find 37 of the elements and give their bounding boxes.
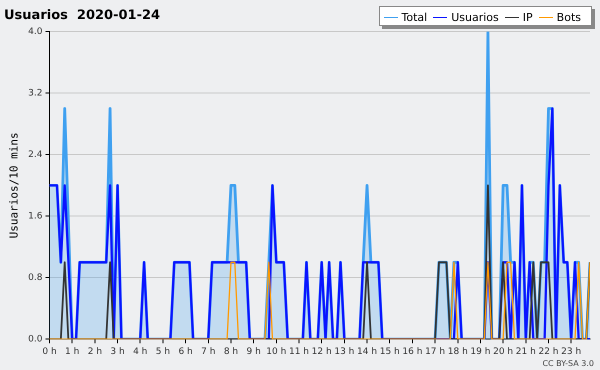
x-tick-label: 15 h xyxy=(380,346,400,357)
y-tick-label: 1.6 xyxy=(28,212,43,222)
x-tick-label: 23 h xyxy=(561,346,582,357)
x-tick-label: 8 h xyxy=(224,346,238,357)
y-tick-label: 4.0 xyxy=(28,26,43,37)
y-tick-label: 3.2 xyxy=(28,88,43,98)
y-tick-label: 0.0 xyxy=(28,334,43,345)
x-tick-label: 4 h xyxy=(133,346,148,357)
x-tick-label: 0 h xyxy=(42,346,57,357)
x-tick-label: 5 h xyxy=(156,346,170,357)
x-tick-label: 3 h xyxy=(110,346,125,357)
x-tick-label: 22 h xyxy=(538,346,559,357)
x-tick-label: 9 h xyxy=(246,346,261,357)
x-tick-label: 16 h xyxy=(402,346,422,357)
x-tick-label: 2 h xyxy=(88,346,102,357)
legend-label: Bots xyxy=(556,11,581,24)
legend-label: IP xyxy=(522,11,533,24)
y-tick-label: 2.4 xyxy=(28,150,43,160)
x-tick-label: 12 h xyxy=(312,346,332,357)
x-tick-label: 18 h xyxy=(448,346,468,357)
y-tick-label: 0.8 xyxy=(28,273,43,284)
x-tick-label: 1 h xyxy=(65,346,80,357)
x-tick-label: 7 h xyxy=(201,346,216,357)
x-tick-label: 19 h xyxy=(470,346,490,357)
text: CC BY-SA 3.0 xyxy=(542,359,594,368)
legend-label: Usuarios xyxy=(451,11,499,24)
x-tick-label: 14 h xyxy=(357,346,378,357)
x-tick-label: 6 h xyxy=(178,346,193,357)
legend-label: Total xyxy=(402,11,428,24)
x-tick-label: 11 h xyxy=(288,346,310,357)
chart-title: Usuarios 2020-01-24 xyxy=(4,8,160,24)
x-tick-label: 21 h xyxy=(516,346,536,357)
x-tick-label: 20 h xyxy=(493,346,514,357)
y-axis-title: Usuarios/10 mins xyxy=(7,132,20,238)
x-tick-label: 10 h xyxy=(266,346,286,357)
x-tick-label: 13 h xyxy=(334,346,354,357)
x-tick-label: 17 h xyxy=(425,346,446,357)
